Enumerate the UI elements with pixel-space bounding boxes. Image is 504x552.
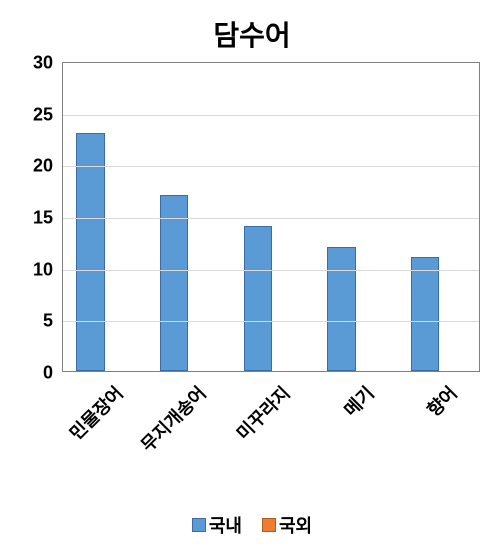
xtick-label: 향어	[421, 380, 463, 422]
ytick-label: 30	[33, 53, 53, 74]
xtick-label: 무지개송어	[135, 380, 212, 457]
legend-label: 국내	[209, 512, 242, 538]
chart-container: 담수어 051015202530 민물장어무지개송어미꾸라지메기향어 국내국외	[0, 0, 504, 552]
ytick-label: 0	[43, 363, 53, 384]
legend-item: 국외	[262, 512, 312, 538]
gridline	[63, 166, 479, 167]
bars-layer	[63, 63, 479, 371]
xtick-label: 메기	[337, 380, 379, 422]
bar	[327, 247, 355, 371]
bar	[244, 226, 272, 371]
bar	[411, 257, 439, 371]
legend-swatch	[262, 518, 276, 532]
gridline	[63, 218, 479, 219]
chart-title: 담수어	[0, 0, 504, 54]
ytick-label: 10	[33, 259, 53, 280]
ytick-label: 25	[33, 104, 53, 125]
bar	[76, 133, 104, 371]
xtick-label: 민물장어	[63, 380, 128, 445]
gridline	[63, 270, 479, 271]
legend-swatch	[192, 518, 206, 532]
bar	[160, 195, 188, 371]
legend-item: 국내	[192, 512, 242, 538]
gridline	[63, 321, 479, 322]
plot-area: 051015202530	[62, 62, 480, 372]
x-axis-labels: 민물장어무지개송어 미꾸라지 메기 향어	[62, 380, 480, 510]
ytick-label: 15	[33, 208, 53, 229]
gridline	[63, 115, 479, 116]
ytick-label: 20	[33, 156, 53, 177]
legend: 국내 국외	[0, 512, 504, 538]
xtick-label: 미꾸라지	[230, 380, 295, 445]
ytick-label: 5	[43, 311, 53, 332]
legend-label: 국외	[279, 512, 312, 538]
